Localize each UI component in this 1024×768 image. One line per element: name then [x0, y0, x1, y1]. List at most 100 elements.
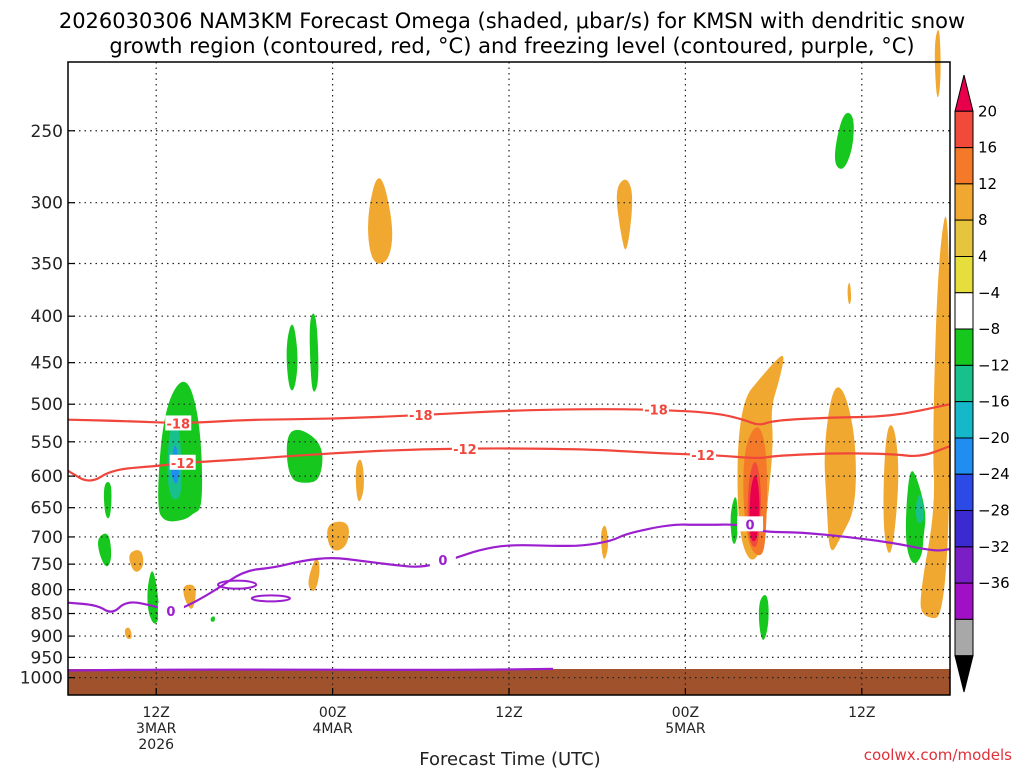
omega-region — [730, 497, 738, 544]
omega-region — [834, 112, 854, 169]
omega-region — [147, 571, 159, 624]
chart-title-line-2: growth region (contoured, red, °C) and f… — [109, 34, 914, 58]
omega-region — [286, 324, 298, 391]
colorbar: 20 16 12 8 4 −4 −8 −12 −16 −20 −24 −28 −32 −36 — [954, 74, 1010, 693]
colorbar-swatch — [954, 582, 974, 620]
contour-label-bg — [407, 407, 434, 423]
omega-region — [286, 429, 323, 483]
omega-region — [920, 216, 950, 619]
colorbar-label: 16 — [978, 139, 997, 157]
colorbar-swatch — [954, 328, 974, 366]
colorbar-swatch — [954, 292, 974, 330]
y-tick-label: 400 — [31, 307, 63, 327]
omega-region — [824, 387, 856, 551]
omega-region — [616, 179, 633, 250]
y-tick-label: 800 — [31, 581, 63, 601]
x-tick-label: 12Z — [848, 705, 875, 721]
y-tick-label: 750 — [31, 555, 63, 575]
contour-label-bg — [169, 454, 196, 470]
omega-region — [847, 282, 852, 305]
colorbar-label: −32 — [978, 538, 1010, 556]
colorbar-label: −8 — [978, 320, 1000, 338]
contour-label-bg — [451, 440, 478, 456]
colorbar-swatch — [954, 401, 974, 439]
colorbar-swatch — [954, 510, 974, 548]
contour-label: -18 — [409, 409, 433, 424]
colorbar-swatch — [954, 618, 974, 657]
y-tick-label: 300 — [31, 194, 63, 214]
contour-label: -18 — [644, 404, 668, 419]
omega-region — [103, 481, 112, 519]
colorbar-label: −20 — [978, 429, 1010, 447]
y-tick-label: 700 — [31, 528, 63, 548]
colorbar-label: 4 — [978, 247, 988, 265]
y-tick-label: 550 — [31, 433, 63, 453]
omega-region — [934, 29, 941, 98]
omega-region — [308, 558, 320, 591]
omega-region — [905, 471, 926, 564]
omega-region — [355, 459, 364, 502]
omega-region — [129, 550, 144, 572]
temperature-contours: -18 -18 -18 -12 -12 -12 0 0 0 — [67, 401, 951, 672]
x-tick-label: 4MAR — [312, 721, 353, 737]
source-credit: coolwx.com/models — [864, 746, 1012, 764]
colorbar-label: 12 — [978, 175, 997, 193]
omega-region — [309, 313, 319, 392]
y-tick-label: 1000 — [20, 669, 63, 689]
omega-region — [210, 616, 215, 622]
colorbar-label: −16 — [978, 393, 1010, 411]
colorbar-label: 8 — [978, 211, 988, 229]
y-tick-label: 600 — [31, 467, 63, 487]
y-tick-label: 250 — [31, 122, 63, 142]
y-axis-pressure-ticks: 2503003504004505005506006507007508008509… — [20, 122, 75, 689]
omega-region — [368, 178, 393, 264]
colorbar-label: −4 — [978, 284, 1000, 302]
colorbar-swatch — [954, 110, 974, 149]
freezing-level-surface-contour — [67, 667, 554, 672]
x-axis-label: Forecast Time (UTC) — [419, 749, 600, 768]
freezing-level-loop — [216, 579, 258, 590]
contour-label: 0 — [438, 554, 447, 569]
freezing-level-loop — [250, 594, 291, 603]
y-tick-label: 950 — [31, 648, 63, 668]
y-tick-label: 650 — [31, 499, 63, 519]
x-tick-label: 00Z — [672, 705, 699, 721]
y-tick-label: 900 — [31, 627, 63, 647]
colorbar-label: −28 — [978, 502, 1010, 520]
omega-region — [327, 521, 349, 551]
omega-region — [915, 494, 924, 524]
colorbar-swatch — [954, 473, 974, 512]
x-tick-label: 12Z — [142, 705, 169, 721]
colorbar-swatch — [954, 364, 974, 403]
colorbar-swatch — [954, 147, 974, 185]
contour-label: -12 — [691, 449, 715, 464]
omega-region — [883, 425, 899, 553]
dgz-minus-12-contour — [67, 445, 951, 482]
x-tick-label: 5MAR — [665, 721, 706, 737]
colorbar-swatch — [954, 255, 974, 294]
omega-region — [98, 533, 112, 567]
y-tick-label: 500 — [31, 395, 63, 415]
contour-label-bg — [690, 447, 717, 463]
contour-label-bg — [165, 415, 192, 431]
colorbar-label: 20 — [978, 102, 997, 120]
omega-region — [124, 627, 132, 639]
y-tick-label: 450 — [31, 354, 63, 374]
contour-label-bg — [643, 401, 669, 417]
contour-label-bg — [157, 603, 184, 619]
contour-label: -18 — [167, 417, 191, 432]
x-tick-label: 12Z — [495, 705, 522, 721]
dgz-minus-18-contour — [67, 403, 951, 426]
colorbar-swatch — [954, 546, 974, 584]
x-tick-label: 3MAR — [136, 721, 177, 737]
omega-shading — [98, 29, 950, 640]
contour-label: -12 — [171, 457, 195, 472]
omega-region — [758, 595, 769, 640]
colorbar-swatch — [954, 437, 974, 475]
omega-region — [935, 424, 941, 453]
colorbar-swatch — [954, 183, 974, 221]
contour-label-bg — [737, 516, 764, 532]
contour-label: 0 — [166, 605, 175, 620]
